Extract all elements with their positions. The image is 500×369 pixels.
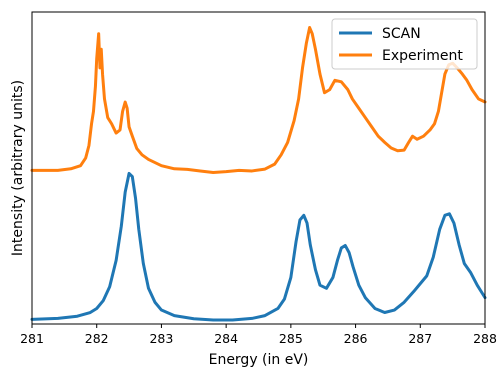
x-tick-label: 285	[279, 331, 303, 346]
x-tick-label: 284	[214, 331, 238, 346]
plot-area-frame	[31, 11, 486, 325]
x-tick-label: 283	[149, 331, 173, 346]
y-axis-label: Intensity (arbitrary units)	[10, 80, 26, 256]
legend-label-scan: SCAN	[382, 26, 421, 42]
x-tick-label: 281	[20, 331, 44, 346]
series-layer	[30, 26, 487, 322]
legend-label-experiment: Experiment	[382, 48, 463, 64]
x-ticks: 281 282 283 284 285 286 287 288	[20, 324, 497, 346]
x-tick-label: 288	[473, 331, 497, 346]
x-tick-label: 282	[85, 331, 109, 346]
series-line-scan	[30, 171, 487, 322]
x-tick-label: 286	[344, 331, 368, 346]
series-line-experiment	[30, 26, 487, 174]
x-tick-label: 287	[408, 331, 432, 346]
legend: SCAN Experiment	[331, 18, 478, 70]
x-axis-label: Energy (in eV)	[209, 352, 309, 368]
